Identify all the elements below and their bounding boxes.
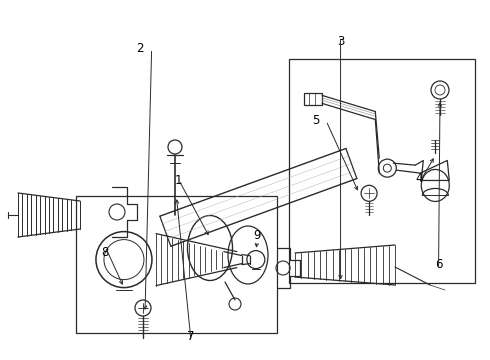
- Bar: [289, 59, 475, 283]
- Text: 9: 9: [253, 229, 261, 242]
- Bar: [76, 196, 277, 333]
- Text: 5: 5: [312, 114, 320, 127]
- Text: 7: 7: [187, 330, 195, 343]
- Text: 1: 1: [175, 174, 183, 186]
- Circle shape: [135, 300, 151, 316]
- Text: 4: 4: [415, 172, 423, 185]
- Text: 3: 3: [337, 35, 344, 48]
- Circle shape: [361, 185, 377, 201]
- Bar: [304, 93, 322, 105]
- Text: 2: 2: [136, 42, 144, 55]
- Text: 8: 8: [101, 246, 109, 258]
- Text: 6: 6: [435, 258, 442, 271]
